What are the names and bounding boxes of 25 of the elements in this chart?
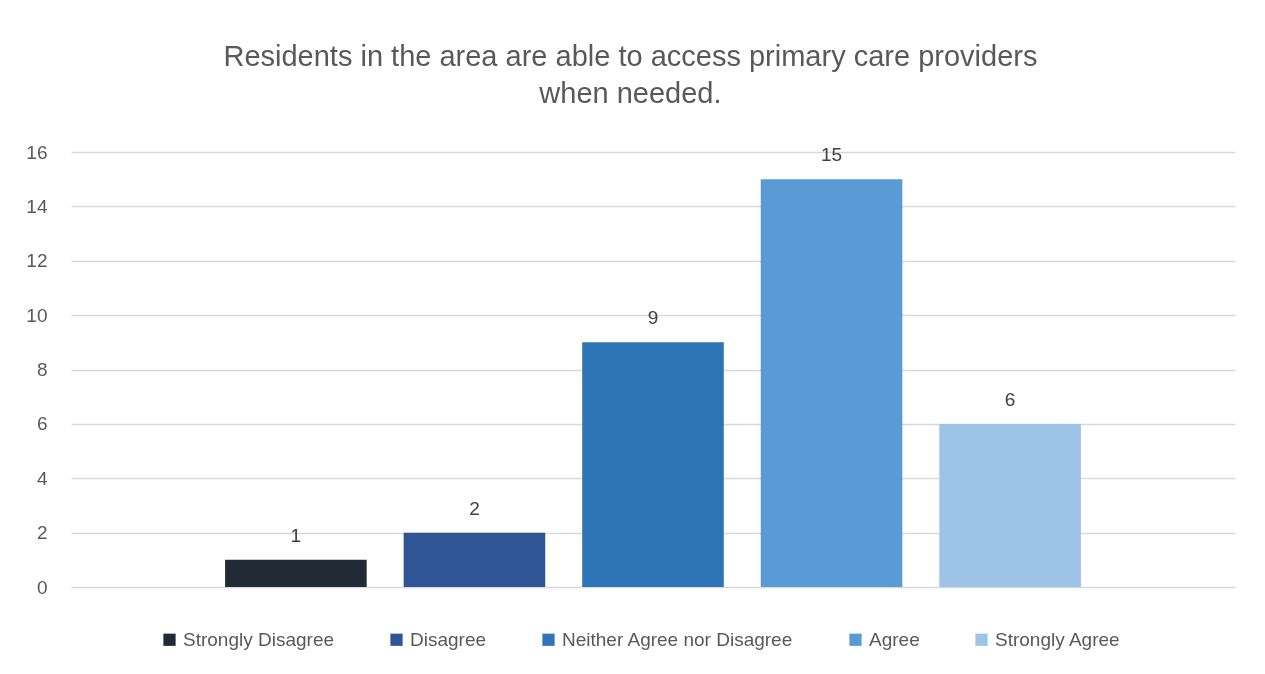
y-tick-label: 16: [26, 141, 48, 163]
legend-label: Strongly Agree: [995, 628, 1120, 650]
data-label: 1: [290, 524, 302, 546]
bar: [403, 532, 546, 587]
y-tick-label: 6: [36, 413, 48, 435]
y-tick-label: 0: [36, 576, 48, 598]
legend-label: Strongly Disagree: [183, 628, 335, 650]
legend-label: Agree: [869, 628, 920, 650]
y-tick-label: 8: [36, 359, 48, 380]
bar: [582, 342, 724, 587]
y-tick-label: 10: [26, 304, 48, 326]
data-label: 6: [1004, 388, 1016, 410]
y-tick-label: 4: [36, 467, 48, 489]
y-tick-label: 2: [36, 522, 48, 544]
bar: [225, 559, 367, 587]
bar: [939, 423, 1081, 587]
data-label: 9: [647, 307, 659, 329]
legend-label: Neither Agree nor Disagree: [562, 628, 793, 650]
legend-label: Disagree: [410, 628, 487, 650]
chart-title: Residents in the area are able to access primary care providers when needed.: [223, 40, 1038, 109]
data-label: 2: [469, 497, 480, 519]
data-label: 15: [820, 144, 843, 166]
y-tick-label: 14: [26, 195, 48, 217]
y-tick-label: 12: [26, 250, 48, 272]
bar: [760, 179, 903, 587]
